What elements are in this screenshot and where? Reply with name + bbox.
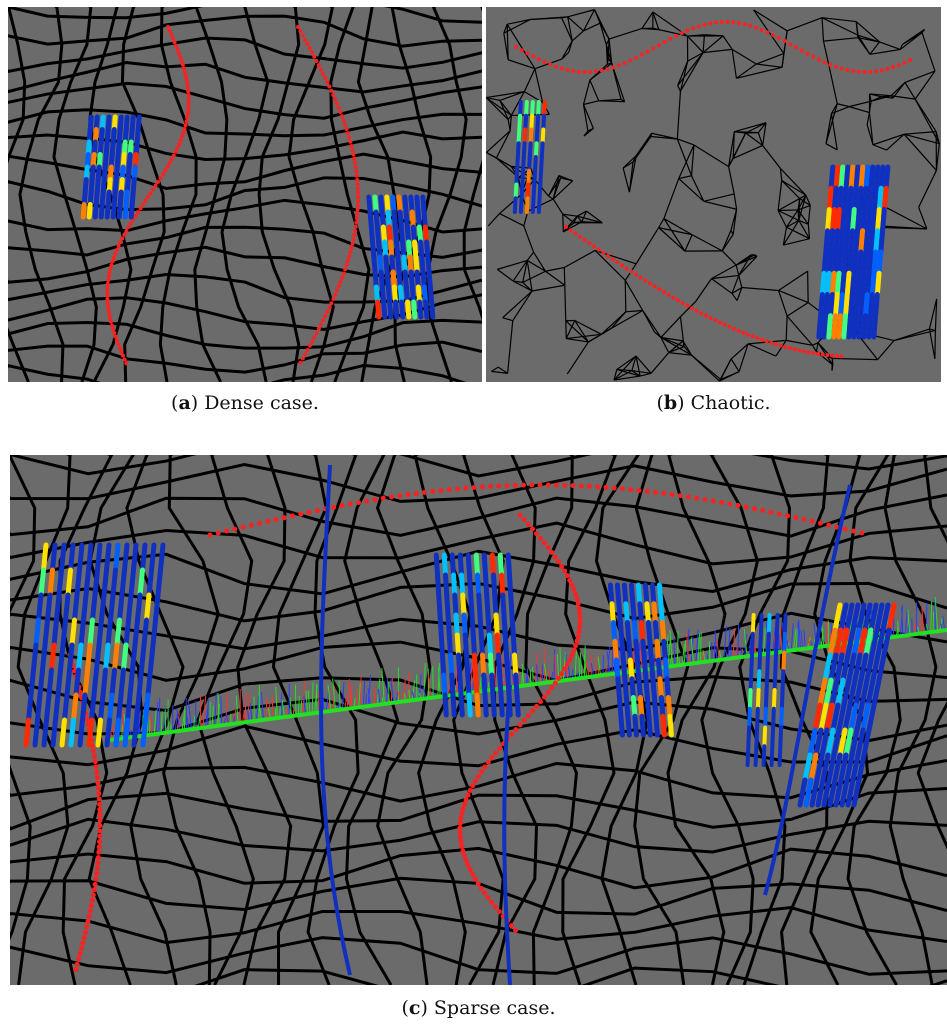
panel-c-sparse-case	[10, 455, 947, 985]
panel-b-chaotic	[486, 7, 941, 382]
wireframe-render-c	[10, 455, 947, 985]
wireframe-render-b	[486, 9, 940, 382]
wireframe-render-a	[8, 7, 482, 382]
panel-a-dense-case	[8, 7, 482, 382]
caption-a: (a) Dense case.	[171, 392, 319, 414]
caption-c: (c) Sparse case.	[401, 997, 556, 1019]
caption-b: (b) Chaotic.	[656, 392, 771, 414]
